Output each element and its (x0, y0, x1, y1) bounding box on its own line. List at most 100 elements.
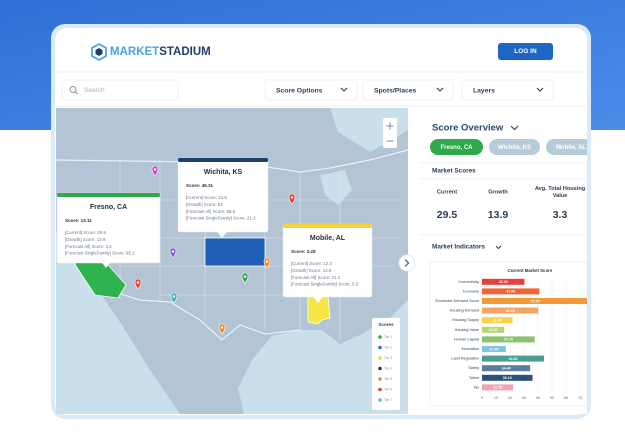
x-tick-label: 50 (550, 396, 554, 400)
chart-title: Current Market Score (508, 268, 553, 273)
pin-dot (220, 326, 224, 329)
popup-line: [Growth] Score: 53 (186, 202, 223, 207)
pin-dot (243, 275, 247, 278)
value-label: 36.10 (503, 376, 512, 380)
bar (482, 288, 540, 295)
legend-dot (378, 398, 382, 402)
pin-dot (153, 168, 157, 171)
y-tick-label: Housing Demand (450, 309, 479, 313)
popup-score: Score: 46.31 (186, 183, 214, 188)
map-pin[interactable] (263, 257, 271, 269)
value-label: 41.00 (506, 290, 515, 294)
legend-label: Tier 3 (384, 356, 392, 360)
map-pin[interactable] (288, 193, 296, 205)
value-label: 22.30 (493, 386, 502, 390)
y-tick-label: Excessive Demand Score (436, 299, 479, 303)
popup-pointer (101, 261, 111, 268)
legend-label: Tier 4 (384, 366, 392, 370)
popup-line: [Forecast All] Score: 3.3 (65, 244, 112, 249)
border (94, 285, 301, 341)
value-label: 44.30 (509, 357, 518, 361)
legend-title: Scores (378, 322, 394, 327)
value-label: 40.25 (506, 309, 515, 313)
dropdown[interactable] (362, 79, 454, 101)
collapse-button[interactable] (398, 254, 416, 272)
popup-line: [Current] Score: 12.3 (291, 261, 332, 266)
pin-dot (171, 250, 175, 253)
popup-pointer (313, 296, 323, 303)
popup-title: Fresno, CA (90, 204, 127, 211)
tab[interactable] (430, 139, 483, 155)
popup-line: [Forecast All] Score: 21.3 (291, 275, 341, 280)
panel-title: Score Overview (432, 123, 504, 134)
logo-text: MARKET (110, 46, 159, 58)
dropdown[interactable] (461, 79, 554, 101)
legend-dot (378, 335, 382, 339)
chevron (495, 245, 502, 250)
login-button[interactable] (498, 43, 553, 60)
bar (482, 355, 545, 362)
map-pin[interactable] (169, 247, 177, 259)
popup-line: [Forecast All] Score: 88.5 (186, 209, 236, 214)
legend-label: Tier 5 (384, 377, 392, 381)
chevron (404, 259, 410, 267)
bar (482, 365, 531, 372)
popup-line: [Forecast SingleFamily] Score: 21.3 (186, 216, 256, 221)
score-label: Growth (488, 189, 508, 195)
legend-dot (378, 356, 382, 360)
legend-label: Tier 2 (384, 345, 392, 349)
x-tick-label: 20 (508, 396, 512, 400)
popup-bar (283, 224, 372, 228)
popup-bar (57, 193, 160, 197)
legend-label: Tier 6 (384, 387, 392, 391)
map-pin[interactable] (241, 272, 249, 284)
popup-score: Score: 13.11 (65, 218, 92, 223)
zoom-in[interactable] (386, 122, 394, 130)
lakes (320, 170, 352, 205)
search-box[interactable] (61, 79, 179, 101)
popup-bar (178, 158, 268, 162)
bar (482, 317, 513, 324)
tab-label: Fresno, CA (440, 145, 473, 151)
tab-label: Wichita, KS (498, 145, 531, 151)
bar (482, 278, 525, 285)
y-tick-label: Talent (469, 376, 480, 380)
x-tick-label: 30 (522, 396, 526, 400)
bar (482, 384, 514, 391)
y-tick-label: Housing Value (455, 328, 479, 332)
bar (482, 307, 539, 314)
login-label: LOG IN (514, 48, 537, 55)
x-tick-label: 0 (481, 396, 483, 400)
y-tick-label: Connectivity (458, 280, 479, 284)
y-tick-label: Innovation (461, 347, 479, 351)
pin-dot (265, 260, 269, 263)
popup-line: [Forecast SingleFamily] Score: 5.3 (291, 282, 359, 287)
legend-label: Tier 7 (384, 398, 392, 402)
search-placeholder: Search (84, 87, 105, 94)
map-pin[interactable] (134, 278, 142, 290)
bar (482, 298, 587, 304)
popup-line: [Forecast SingleFamily] Score: 95.1 (65, 251, 135, 256)
map-pin[interactable] (170, 292, 178, 304)
chart-frame (429, 261, 587, 407)
y-tick-label: Human Capital (454, 337, 479, 341)
score-label: Avg. Total Housing Value (534, 186, 586, 199)
chevron (510, 125, 519, 131)
legend-dot (378, 366, 382, 371)
legend-dot (378, 387, 382, 392)
state-kansas[interactable] (204, 237, 266, 267)
dropdown[interactable] (264, 79, 358, 101)
bar (482, 336, 535, 343)
x-tick-label: 60 (564, 396, 568, 400)
tab[interactable] (546, 139, 596, 155)
y-tick-label: Safety (468, 366, 479, 370)
y-tick-label: Tax (473, 385, 479, 389)
legend-dot (378, 345, 382, 350)
score-value: 13.9 (488, 209, 509, 221)
map-pin[interactable] (151, 165, 159, 177)
popup-line: [Growth] Score: 13.9 (291, 268, 332, 273)
map-pin[interactable] (218, 323, 226, 335)
tab[interactable] (489, 139, 540, 155)
